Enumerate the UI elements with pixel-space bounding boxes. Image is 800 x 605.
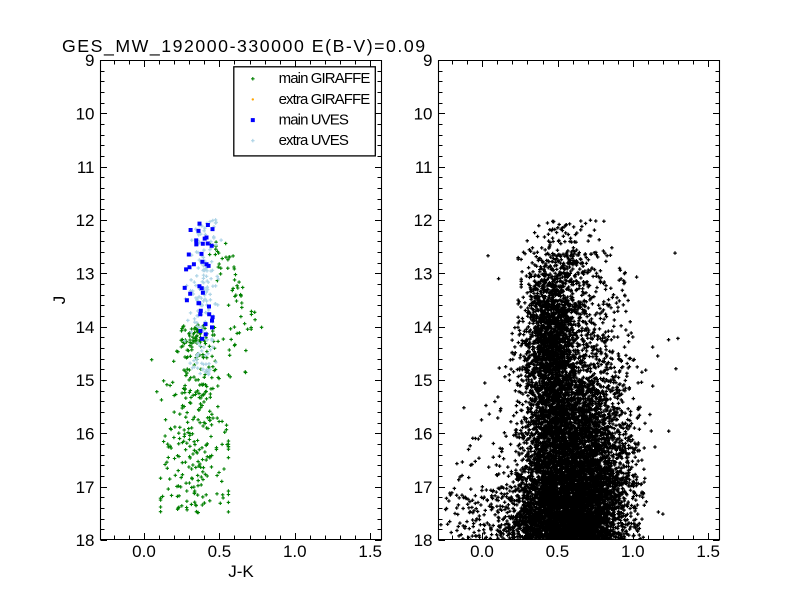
svg-text:9: 9 [423,51,432,70]
svg-text:1.5: 1.5 [696,542,720,561]
svg-text:14: 14 [414,318,433,337]
svg-text:16: 16 [414,424,433,443]
svg-text:0.0: 0.0 [132,542,156,561]
svg-text:11: 11 [77,158,95,177]
svg-text:13: 13 [76,264,95,283]
svg-text:13: 13 [414,264,433,283]
svg-text:18: 18 [414,531,433,550]
svg-text:0.5: 0.5 [208,542,232,561]
svg-text:main GIRAFFE: main GIRAFFE [279,70,371,87]
svg-text:16: 16 [76,424,95,443]
svg-text:18: 18 [76,531,95,550]
svg-text:17: 17 [76,478,95,497]
svg-text:extra GIRAFFE: extra GIRAFFE [279,91,371,108]
svg-text:main UVES: main UVES [279,112,349,129]
svg-text:9: 9 [85,51,94,70]
svg-text:J: J [50,296,69,305]
svg-text:10: 10 [414,104,433,123]
svg-text:0.0: 0.0 [470,542,494,561]
svg-text:1.0: 1.0 [621,542,645,561]
svg-text:J-K: J-K [228,562,254,581]
svg-text:0.5: 0.5 [546,542,570,561]
svg-text:GES_MW_192000-330000 E(B-V)=0.: GES_MW_192000-330000 E(B-V)=0.09 [62,36,427,57]
svg-text:12: 12 [414,211,433,230]
svg-text:12: 12 [76,211,95,230]
svg-text:11: 11 [415,158,433,177]
svg-text:10: 10 [76,104,95,123]
svg-text:1.5: 1.5 [358,542,382,561]
svg-text:15: 15 [76,371,95,390]
svg-text:17: 17 [414,478,433,497]
svg-text:14: 14 [76,318,95,337]
svg-text:1.0: 1.0 [283,542,307,561]
svg-text:extra UVES: extra UVES [279,132,349,149]
svg-text:15: 15 [414,371,433,390]
